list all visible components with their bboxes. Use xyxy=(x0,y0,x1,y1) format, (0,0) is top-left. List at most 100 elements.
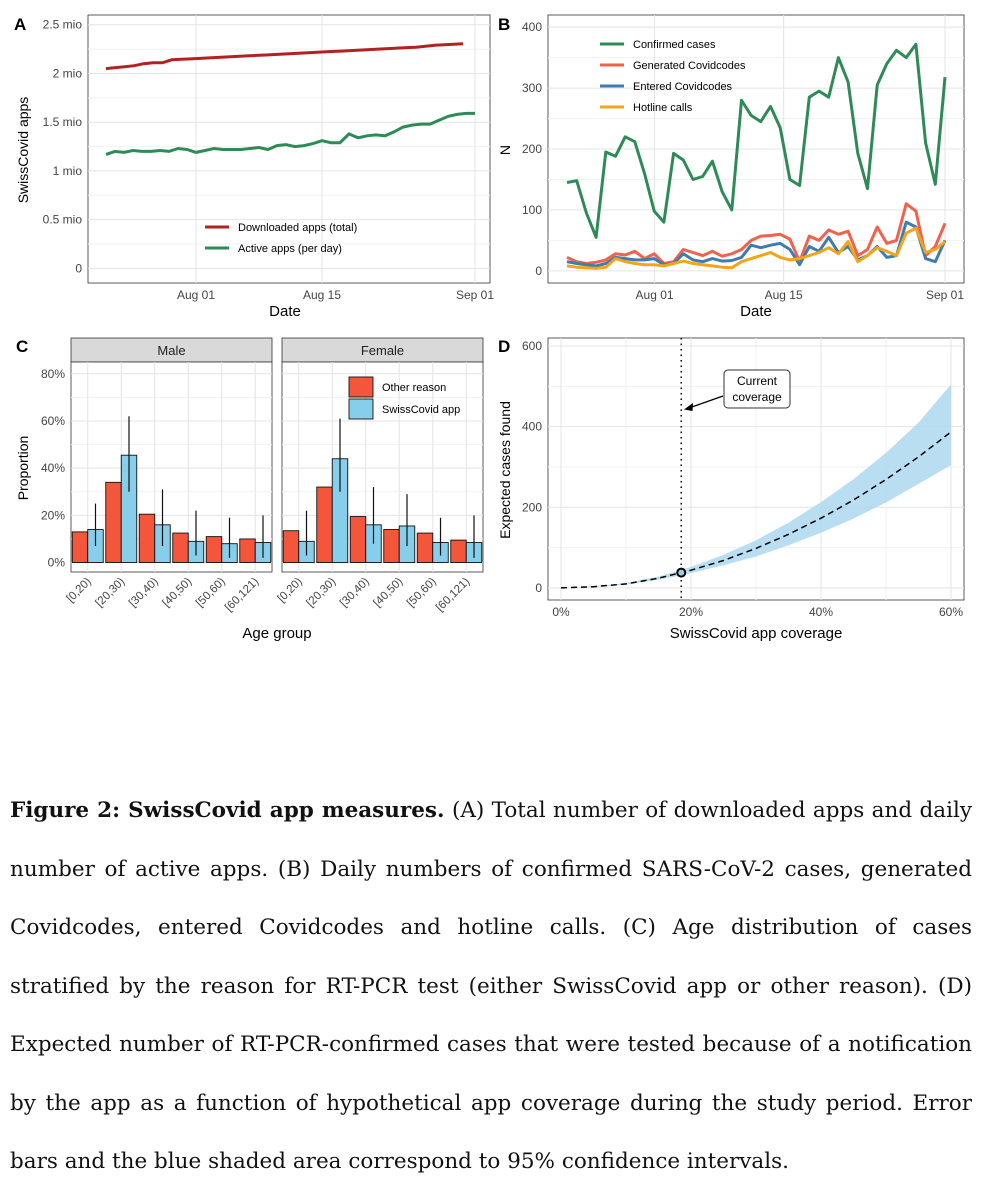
panel-c-ytick-2: 40% xyxy=(41,461,65,475)
panel-a-ytick-1: 0.5 mio xyxy=(43,213,83,227)
panel-c-xlabel: Age group xyxy=(242,625,311,642)
figure-caption: Figure 2: SwissCovid app measures. (A) T… xyxy=(10,782,972,1192)
panel-c-bar-other-1-2 xyxy=(349,516,367,564)
panel-c-xtick-0-3: [40,50) xyxy=(161,576,195,610)
panel-c-xtick-1-3: [40,50) xyxy=(372,576,406,610)
panel-c-legend: Other reason SwissCovid app xyxy=(348,376,460,420)
panel-c-legend-key-0 xyxy=(348,376,374,398)
panel-d-xtick-3: 60% xyxy=(939,605,963,619)
panel-c-bar-other-1-4 xyxy=(416,532,434,564)
panel-c-bar-other-0-5 xyxy=(239,538,256,564)
panel-c-facet-label-0: Male xyxy=(157,343,185,358)
panel-a-ylabel: SwissCovid apps xyxy=(15,97,31,204)
panel-d-annotation: Current coverage xyxy=(684,369,791,411)
panel-c-ylabel: Proportion xyxy=(15,436,31,501)
panel-a-ytick-4: 2 mio xyxy=(53,66,83,80)
panel-b-ytick-3: 300 xyxy=(522,81,542,95)
panel-a-xtick-0: Aug 01 xyxy=(177,288,215,302)
panel-c-bar-other-0-2 xyxy=(138,513,156,564)
panel-c-ytick-0: 0% xyxy=(48,556,66,570)
panel-c-xtick-1-1: [20,30) xyxy=(305,576,339,610)
panel-a-xtick-2: Sep 01 xyxy=(456,288,494,302)
panel-d-annotation-arrow-head xyxy=(684,403,693,411)
panel-b-ytick-4: 400 xyxy=(522,20,542,34)
panel-d-annotation-line-0: Current xyxy=(737,374,778,388)
panel-a-xlabel: Date xyxy=(269,303,301,320)
panel-a-legend: Downloaded apps (total) Active apps (per … xyxy=(205,222,357,255)
figure: A 0 0.5 mio 1 mio 1.5 mio 2 mio 2.5 mio Aug 01… xyxy=(14,14,965,642)
panel-a-ytick-0: 0 xyxy=(75,261,82,275)
panel-c-bar-other-1-5 xyxy=(450,539,467,564)
panel-c-bar-other-0-4 xyxy=(205,536,223,564)
panel-d-ylabel: Expected cases found xyxy=(497,401,513,539)
panel-d-annotation-arrow-shaft xyxy=(688,395,724,409)
panel-c-bar-other-1-1 xyxy=(316,486,333,564)
panel-a-legend-label-0: Downloaded apps (total) xyxy=(238,222,357,234)
panel-d-letter: D xyxy=(498,337,510,356)
panel-a-plot-area xyxy=(87,14,491,284)
panel-c-ytick-3: 60% xyxy=(41,414,65,428)
panel-c-legend-label-0: Other reason xyxy=(382,382,446,394)
panel-b-series-line-3 xyxy=(566,226,946,270)
panel-d-ci-band xyxy=(561,384,951,588)
panel-b-xtick-1: Aug 15 xyxy=(765,288,803,302)
panel-b-ylabel: N xyxy=(497,145,513,155)
panel-c-bar-other-0-0 xyxy=(71,531,89,564)
panel-c-bar-other-0-1 xyxy=(105,481,122,564)
panel-c-facet-label-1: Female xyxy=(361,343,404,358)
panel-d-annotation-line-1: coverage xyxy=(732,390,782,404)
panel-c-xtick-0-1: [20,30) xyxy=(94,576,128,610)
panel-b-series-line-1 xyxy=(566,202,947,265)
panel-a-legend-label-1: Active apps (per day) xyxy=(238,243,342,255)
panel-c-xtick-1-5: [60,121) xyxy=(434,576,472,614)
panel-b-legend-label-3: Hotline calls xyxy=(633,102,693,114)
panel-b-ytick-2: 200 xyxy=(522,142,542,156)
panel-b-ytick-1: 100 xyxy=(522,203,542,217)
panel-d-ytick-2: 400 xyxy=(522,420,542,434)
panel-c-xtick-1-0: [0,20) xyxy=(276,576,305,605)
panel-a: A 0 0.5 mio 1 mio 1.5 mio 2 mio 2.5 mio Aug 01… xyxy=(14,14,494,320)
panel-b-series-line-0 xyxy=(566,42,947,239)
caption-label: Figure 2: SwissCovid app measures. xyxy=(10,798,445,823)
panel-c-facet-strip-1 xyxy=(281,337,484,363)
panel-a-series-line-0 xyxy=(105,42,464,71)
panel-b-xlabel: Date xyxy=(740,303,772,320)
panel-c-ytick-1: 20% xyxy=(41,508,65,522)
panel-b-xtick-0: Aug 01 xyxy=(636,288,674,302)
panel-d-xtick-2: 40% xyxy=(809,605,833,619)
panel-d-xtick-1: 20% xyxy=(679,605,703,619)
panel-c-xtick-1-2: [30,40) xyxy=(338,576,372,610)
panel-c-xtick-0-0: [0,20) xyxy=(65,576,94,605)
panel-a-ytick-5: 2.5 mio xyxy=(43,18,83,32)
panel-d-ytick-3: 600 xyxy=(522,339,542,353)
panel-d-xtick-0: 0% xyxy=(552,605,570,619)
panel-b-legend-label-2: Entered Covidcodes xyxy=(633,81,733,93)
panel-c-xtick-0-2: [30,40) xyxy=(127,576,161,610)
panel-d-expected-curve xyxy=(560,431,952,589)
panel-b-xtick-2: Sep 01 xyxy=(926,288,964,302)
panel-a-letter: A xyxy=(14,15,26,34)
panel-d: D 0 200 400 600 0% 20% 40% 60% Expected cases f… xyxy=(497,337,965,642)
panel-d-ytick-1: 200 xyxy=(522,500,542,514)
panel-c-xtick-0-5: [60,121) xyxy=(223,576,261,614)
panel-c-letter: C xyxy=(16,337,28,356)
panel-c-bar-other-1-0 xyxy=(282,530,300,564)
panel-b-letter: B xyxy=(498,15,510,34)
panel-c-ytick-4: 80% xyxy=(41,367,65,381)
panel-a-ytick-3: 1.5 mio xyxy=(43,115,83,129)
panel-b-legend-label-1: Generated Covidcodes xyxy=(633,60,746,72)
panel-b-legend: Confirmed cases Generated Covidcodes Enter… xyxy=(600,39,746,114)
panel-c-bar-other-1-3 xyxy=(383,529,400,564)
panel-a-series-line-1 xyxy=(105,111,475,156)
panel-d-current-point xyxy=(676,567,687,578)
panel-b-legend-label-0: Confirmed cases xyxy=(633,39,716,51)
panel-c: C Male Female [0,20) [20,30) [30,40) [40,50)… xyxy=(15,337,484,642)
panel-c-bar-other-0-3 xyxy=(172,532,189,564)
panel-c-legend-label-1: SwissCovid app xyxy=(382,404,460,416)
panel-d-annotation-box xyxy=(723,369,791,409)
panel-a-ytick-2: 1 mio xyxy=(53,164,83,178)
panel-c-legend-key-1 xyxy=(348,398,374,420)
panel-d-ytick-0: 0 xyxy=(535,581,542,595)
panel-b-ytick-0: 0 xyxy=(535,264,542,278)
panel-b-series-line-2 xyxy=(566,220,947,268)
